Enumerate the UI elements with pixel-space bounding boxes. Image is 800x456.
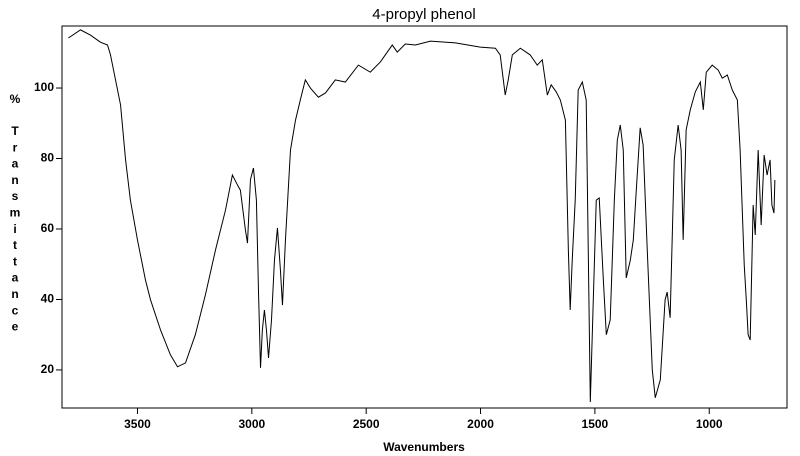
x-tick-label: 3500: [124, 417, 151, 431]
y-axis-unit: %: [10, 92, 21, 106]
x-tick-label: 3000: [238, 417, 265, 431]
x-tick-label: 1500: [582, 417, 609, 431]
x-tick-label: 1000: [696, 417, 723, 431]
y-tick-label: 40: [41, 292, 55, 306]
x-tick-label: 2000: [467, 417, 494, 431]
plot-frame: [61, 25, 788, 409]
y-tick-label: 20: [41, 362, 55, 376]
spectrum-line: [68, 29, 776, 403]
y-tick-label: 80: [41, 151, 55, 165]
x-tick-label: 2500: [353, 417, 380, 431]
y-tick-label: 100: [34, 80, 54, 94]
x-axis-label: Wavenumbers: [383, 440, 465, 454]
chart-title: 4-propyl phenol: [372, 6, 475, 23]
y-tick-label: 60: [41, 221, 55, 235]
